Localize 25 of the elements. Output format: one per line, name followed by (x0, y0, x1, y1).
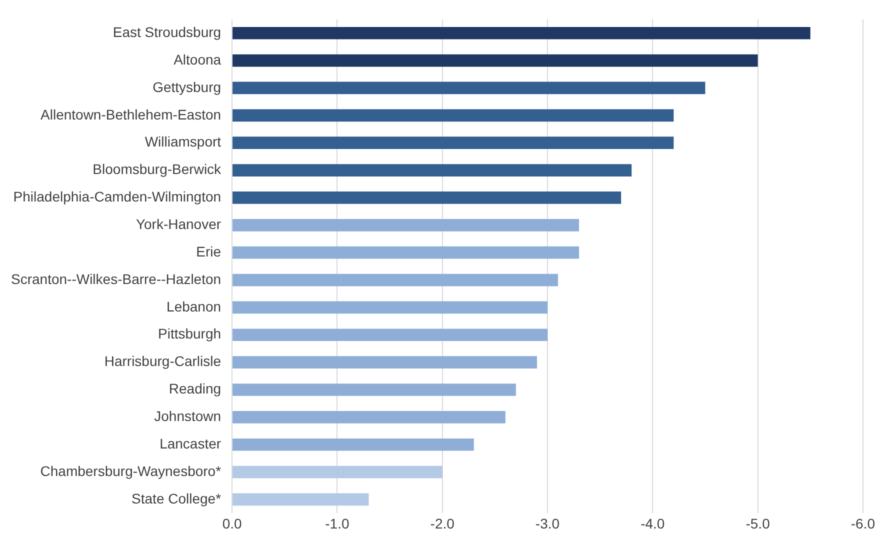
y-tick-label: Lancaster (160, 435, 222, 452)
x-tick-label: 0.0 (222, 515, 242, 532)
y-tick-label: State College* (132, 490, 222, 506)
x-tick-label: -2.0 (430, 515, 455, 532)
y-tick-label: Scranton--Wilkes-Barre--Hazleton (10, 270, 222, 287)
x-tick-label: -5.0 (746, 515, 770, 532)
y-tick-label: Bloomsburg-Berwick (92, 161, 222, 178)
x-tick-label: -1.0 (325, 515, 350, 532)
y-tick-label: Allentown-Bethlehem-Easton (40, 106, 222, 122)
x-tick-label: -4.0 (640, 515, 665, 532)
y-tick-label: York-Hanover (136, 216, 222, 232)
y-tick-label: Philadelphia-Camden-Wilmington (13, 188, 222, 205)
y-tick-label: Johnstown (154, 408, 222, 424)
y-tick-label: Harrisburg-Carlisle (104, 353, 222, 370)
y-tick-label: Reading (168, 380, 222, 397)
y-tick-label: Lebanon (166, 298, 222, 314)
y-tick-label: Chambersburg-Waynesboro* (40, 462, 222, 479)
y-tick-label: Altoona (174, 51, 222, 68)
y-tick-label: Erie (196, 243, 222, 260)
x-tick-label: -6.0 (850, 515, 876, 532)
x-tick-label: -3.0 (535, 515, 560, 532)
y-tick-label: Williamsport (144, 134, 222, 150)
y-tick-label: Gettysburg (152, 78, 222, 95)
y-tick-label: Pittsburgh (158, 326, 222, 342)
y-tick-label: East Stroudsburg (112, 24, 222, 40)
